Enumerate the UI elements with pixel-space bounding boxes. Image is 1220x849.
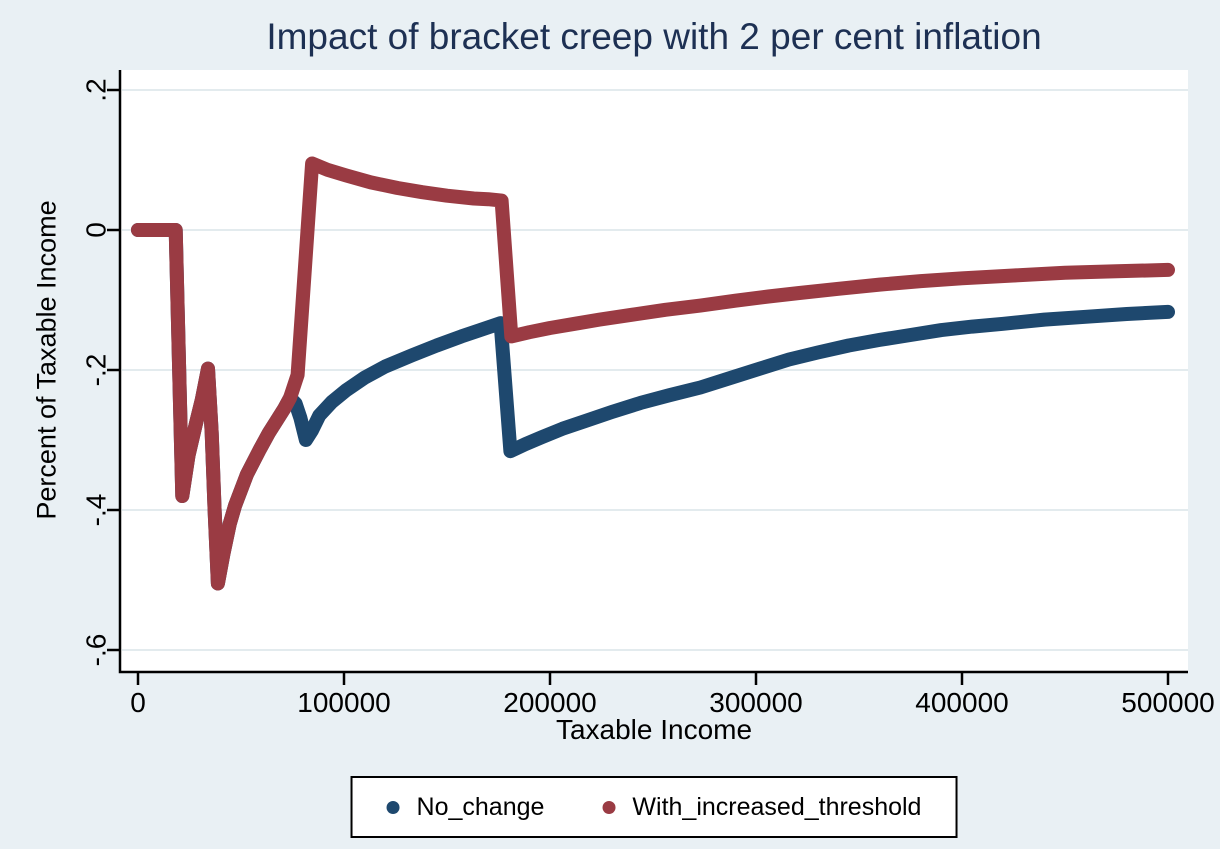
legend-item-no-change: No_change bbox=[386, 792, 545, 822]
axis-lines bbox=[118, 70, 1188, 674]
legend-label-no-change: No_change bbox=[416, 792, 545, 821]
x-tick-label: 400000 bbox=[915, 687, 1008, 718]
y-tick-label: .2 bbox=[81, 78, 112, 101]
x-tick-label: 300000 bbox=[709, 687, 802, 718]
with-increased-threshold-marker-icon bbox=[602, 800, 616, 814]
y-tick-label: -.6 bbox=[81, 634, 112, 667]
legend-label-with-increased-threshold: With_increased_threshold bbox=[632, 792, 922, 821]
chart-title: Impact of bracket creep with 2 per cent … bbox=[266, 16, 1042, 57]
legend-item-with-increased-threshold: With_increased_threshold bbox=[602, 793, 921, 822]
y-tick-label: -.4 bbox=[81, 494, 112, 527]
x-tick-label: 200000 bbox=[503, 687, 596, 718]
no-change-marker-icon bbox=[386, 800, 400, 814]
x-axis-title: Taxable Income bbox=[555, 714, 753, 745]
y-tick-label: 0 bbox=[81, 222, 112, 238]
legend-box: No_change With_increased_threshold bbox=[350, 776, 958, 838]
x-tick-label: 500000 bbox=[1121, 687, 1214, 718]
y-tick-label: -.2 bbox=[81, 354, 112, 387]
y-axis-title: Percent of Taxable Income bbox=[31, 200, 62, 520]
series-line-with_increased_threshold bbox=[131, 156, 1175, 591]
x-tick-label: 100000 bbox=[297, 687, 390, 718]
x-tick-label: 0 bbox=[130, 687, 146, 718]
